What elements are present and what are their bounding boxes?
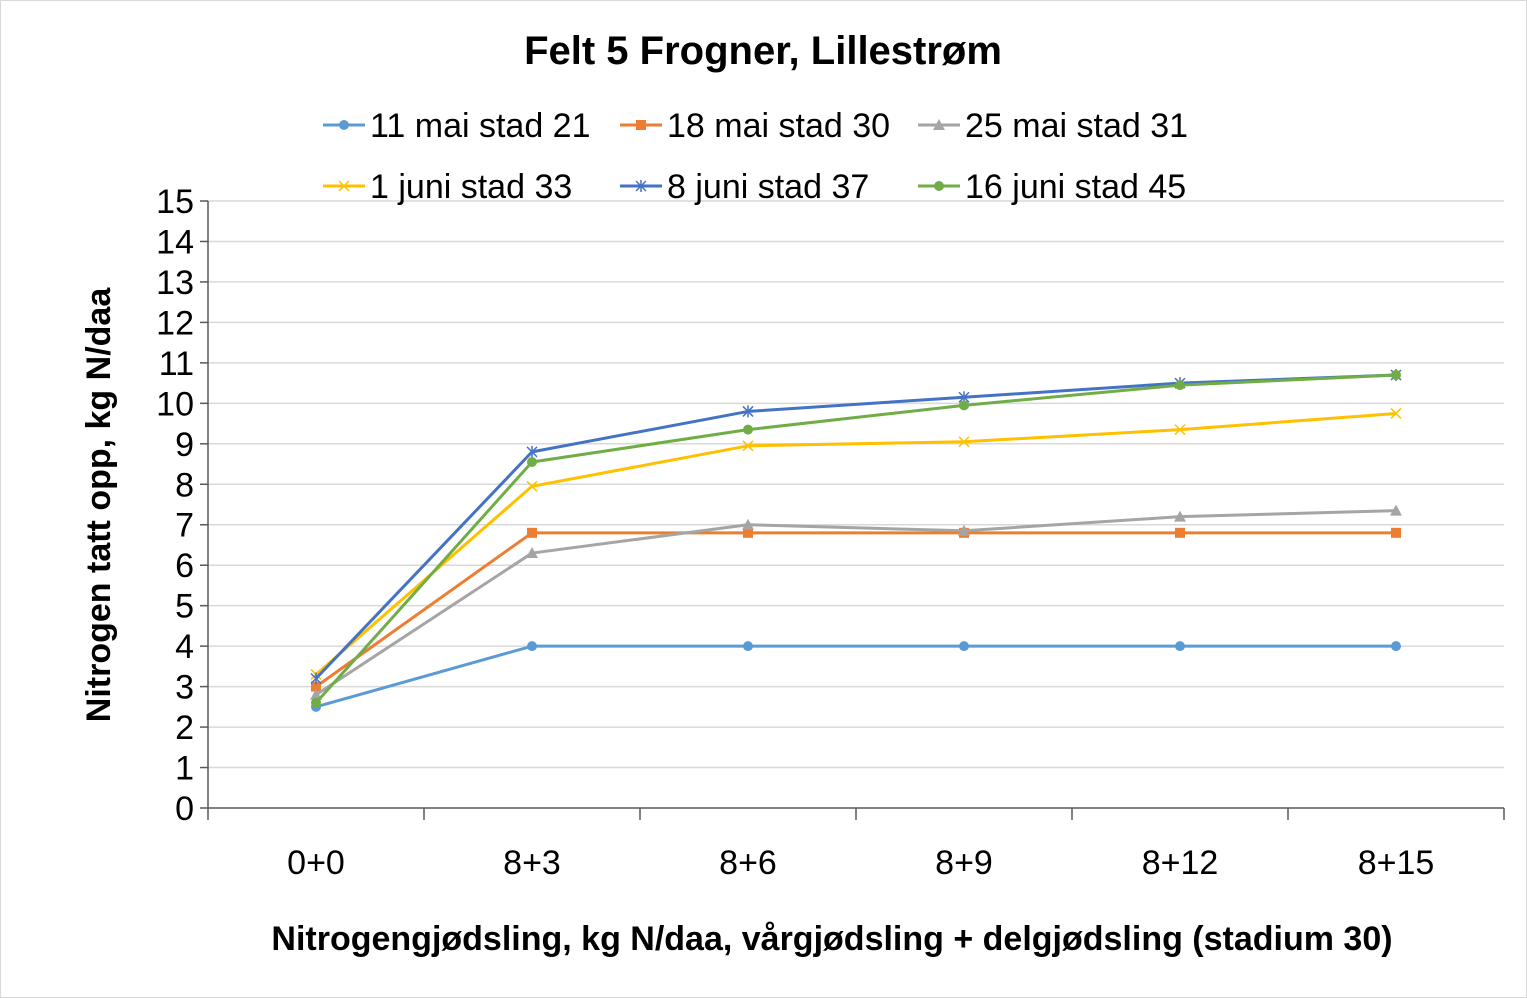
y-tick-label: 12: [156, 304, 194, 342]
data-point: [1391, 641, 1401, 652]
y-tick-label: 5: [175, 588, 194, 626]
data-point: [1391, 370, 1401, 381]
series-line-2: [315, 531, 1396, 688]
data-point: [1174, 424, 1186, 436]
x-tick-label: 8+15: [1358, 844, 1435, 882]
y-tick-label: 7: [175, 507, 194, 545]
legend-label: 8 juni stad 37: [667, 168, 869, 206]
legend-marker: [635, 180, 647, 192]
data-point: [742, 405, 754, 418]
data-point: [310, 688, 322, 700]
legend-label: 11 mai stad 21: [370, 107, 591, 145]
data-point: [959, 641, 969, 652]
legend-item: 1 juni stad 33: [323, 168, 572, 206]
legend-marker: [933, 119, 945, 130]
y-tick-label: 2: [175, 709, 194, 747]
data-point: [310, 672, 322, 685]
chart-title: Felt 5 Frogner, Lillestrøm: [524, 29, 1002, 73]
x-tick-label: 0+0: [287, 844, 345, 882]
data-point: [526, 445, 538, 458]
x-axis-title: Nitrogengjødsling, kg N/daa, vårgjødslin…: [271, 920, 1392, 958]
y-tick-label: 8: [175, 466, 194, 504]
legend-item: 16 juni stad 45: [918, 168, 1186, 206]
data-point: [311, 681, 321, 692]
data-point: [742, 440, 754, 452]
x-axis-ticks: 0+0 8+3 8+6 8+9 8+12 8+15: [207, 807, 1505, 882]
data-point: [1391, 527, 1401, 538]
data-point: [526, 480, 538, 492]
data-point: [959, 400, 969, 411]
data-point: [1175, 641, 1185, 652]
y-tick-label: 0: [175, 790, 194, 828]
series-line-1: [315, 644, 1396, 709]
legend-item: 11 mai stad 21: [323, 107, 591, 145]
data-point: [311, 697, 321, 708]
series-line-6: [314, 373, 1397, 704]
legend-marker: [339, 120, 349, 130]
data-point: [526, 547, 538, 559]
data-point: [743, 424, 753, 435]
series-line-5: [314, 373, 1397, 680]
data-point: [1175, 527, 1185, 538]
y-tick-label: 15: [156, 183, 194, 221]
legend-item: 8 juni stad 37: [620, 168, 869, 206]
series-line-3: [315, 509, 1397, 696]
x-tick-label: 8+12: [1142, 844, 1219, 882]
legend-marker: [934, 181, 944, 191]
data-point: [958, 436, 970, 448]
data-point: [1174, 510, 1186, 522]
y-tick-label: 4: [175, 628, 194, 666]
legend-label: 25 mai stad 31: [965, 107, 1188, 145]
data-point: [742, 518, 754, 530]
data-point: [1175, 380, 1185, 391]
y-axis-title: Nitrogen tatt opp, kg N/daa: [80, 287, 118, 723]
data-point: [743, 641, 753, 652]
y-tick-label: 9: [175, 426, 194, 464]
x-tick-label: 8+6: [719, 844, 777, 882]
data-point: [958, 524, 970, 536]
legend-label: 1 juni stad 33: [370, 168, 572, 206]
data-point: [527, 457, 537, 468]
legend: 11 mai stad 21 18 mai stad 30 25 mai stad …: [323, 107, 1188, 206]
data-point: [527, 641, 537, 652]
legend-label: 16 juni stad 45: [965, 168, 1186, 206]
legend-item: 18 mai stad 30: [620, 107, 890, 145]
data-point: [1390, 504, 1402, 516]
y-tick-label: 11: [159, 345, 194, 383]
data-point: [527, 527, 537, 538]
series-lines: [310, 369, 1402, 712]
data-point: [1390, 407, 1402, 419]
legend-marker: [636, 120, 646, 130]
legend-item: 25 mai stad 31: [918, 107, 1188, 145]
y-tick-label: 6: [175, 547, 194, 585]
series-line-4: [315, 411, 1397, 676]
y-tick-label: 3: [175, 669, 194, 707]
y-tick-label: 1: [175, 750, 194, 788]
legend-label: 18 mai stad 30: [667, 107, 890, 145]
data-point: [743, 527, 753, 538]
y-tick-label: 14: [156, 223, 194, 261]
x-tick-label: 8+3: [503, 844, 561, 882]
y-tick-label: 10: [156, 385, 194, 423]
x-tick-label: 8+9: [935, 844, 993, 882]
legend-marker: [338, 180, 350, 192]
y-tick-label: 13: [156, 264, 194, 302]
